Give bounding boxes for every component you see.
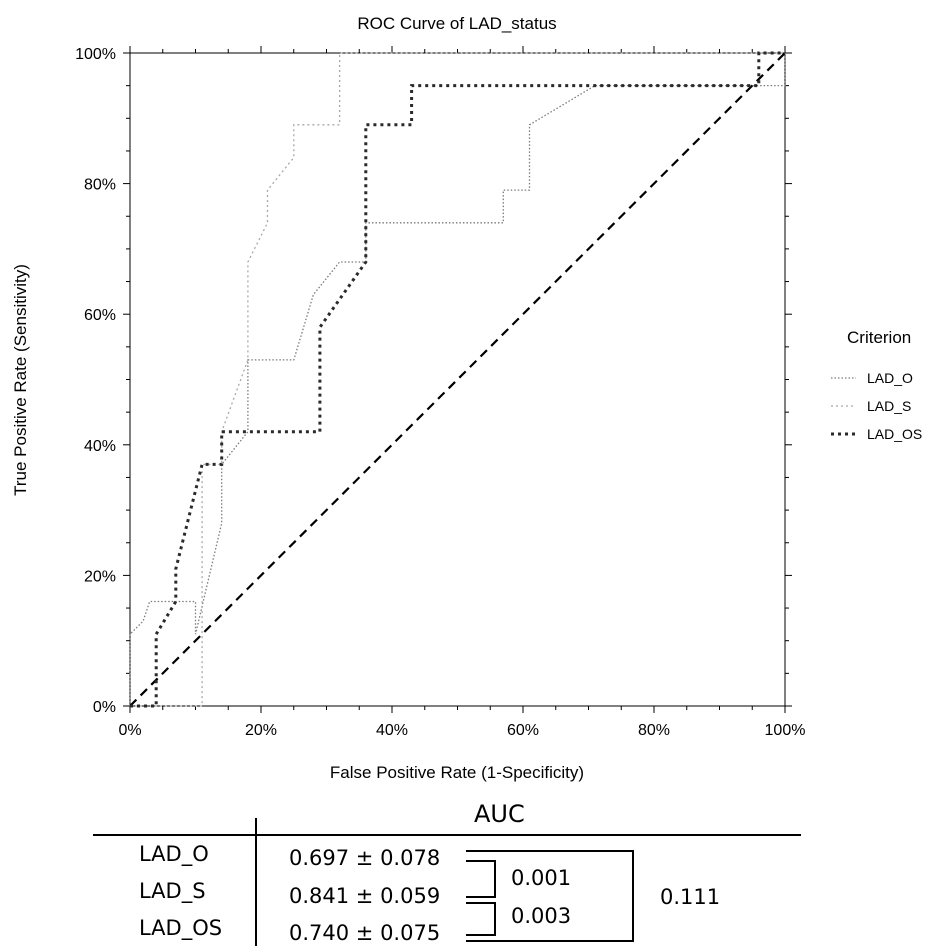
bracket-s-vs-os <box>466 903 495 935</box>
y-tick-label: 40% <box>84 438 116 455</box>
legend: LAD_O LAD_S LAD_OS <box>831 370 922 442</box>
auc-header: AUC <box>474 800 525 828</box>
row-label-lad-o: LAD_O <box>139 842 209 866</box>
auc-value-lad-s: 0.841 ± 0.059 <box>289 884 440 908</box>
legend-label-lad-os: LAD_OS <box>867 426 922 442</box>
y-tick-label: 20% <box>84 568 116 585</box>
row-label-lad-s: LAD_S <box>139 879 206 903</box>
x-tick-label: 40% <box>376 722 408 739</box>
y-axis-label: True Positive Rate (Sensitivity) <box>11 264 30 496</box>
legend-title: Criterion <box>847 328 911 347</box>
x-tick-label: 0% <box>118 722 141 739</box>
legend-label-lad-s: LAD_S <box>867 398 911 414</box>
x-axis-label: False Positive Rate (1-Specificity) <box>330 763 584 782</box>
row-label-lad-os: LAD_OS <box>139 916 222 940</box>
chart-title: ROC Curve of LAD_status <box>357 14 556 33</box>
auc-value-lad-os: 0.740 ± 0.075 <box>289 921 440 945</box>
auc-value-lad-o: 0.697 ± 0.078 <box>289 846 440 870</box>
diagonal-reference-line <box>130 53 785 706</box>
bracket-o-vs-s <box>466 861 495 897</box>
table-header-rule <box>93 834 801 836</box>
roc-chart: ROC Curve of LAD_status 0% 20% 40% 60% 80% 10… <box>0 0 939 800</box>
x-tick-label: 80% <box>638 722 670 739</box>
y-tick-label: 100% <box>75 46 116 63</box>
plot-area: 0% 20% 40% 60% 80% 100% 0% 20% 40% 60% 80% 100% <box>75 46 805 739</box>
x-tick-label: 100% <box>765 722 806 739</box>
x-tick-label: 20% <box>245 722 277 739</box>
y-tick-label: 0% <box>93 699 116 716</box>
x-tick-label: 60% <box>507 722 539 739</box>
legend-label-lad-o: LAD_O <box>867 370 913 386</box>
p-value-s-vs-os: 0.003 <box>511 904 571 928</box>
p-value-o-vs-os: 0.111 <box>660 885 720 909</box>
p-value-o-vs-s: 0.001 <box>511 866 571 890</box>
y-tick-label: 60% <box>84 307 116 324</box>
table-divider <box>255 818 257 946</box>
y-tick-label: 80% <box>84 177 116 194</box>
